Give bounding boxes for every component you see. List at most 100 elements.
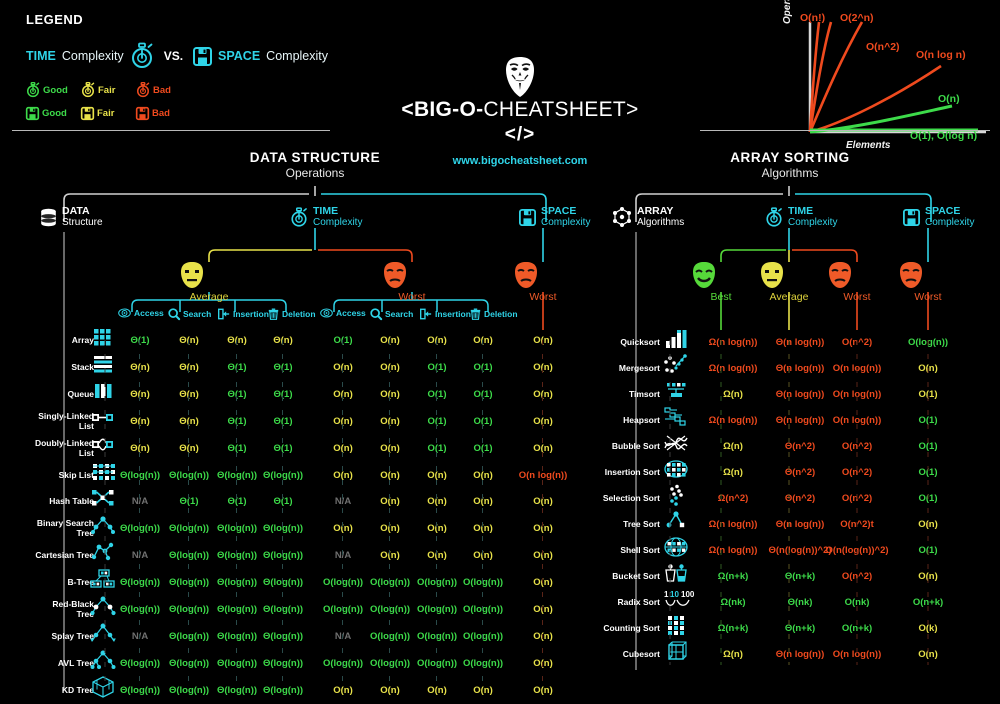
as-case-worst-label: Worst xyxy=(843,291,871,303)
complexity-cell: Θ(n^2) xyxy=(784,493,816,504)
row-label: Bucket Sort xyxy=(612,571,660,581)
complexity-cell: Θ(1) xyxy=(273,416,293,427)
complexity-cell: O(n) xyxy=(380,470,400,481)
complexity-cell: Θ(n) xyxy=(130,443,150,454)
complexity-cell: O(1) xyxy=(427,416,447,427)
row-label: AVL Tree xyxy=(57,658,94,668)
complexity-cell: Θ(1) xyxy=(227,389,247,400)
chart-annotation-exponential: O(2^n) xyxy=(840,12,874,24)
complexity-cell: O(n) xyxy=(918,571,938,582)
complexity-cell: N/A xyxy=(131,496,149,507)
insertion-icon xyxy=(218,308,230,320)
ds-case-worst-label: Worst xyxy=(398,291,426,303)
complexity-cell: O(n) xyxy=(533,416,553,427)
complexity-cell: O(n) xyxy=(380,389,400,400)
complexity-cell: Θ(log(n)) xyxy=(119,523,161,534)
complexity-cell: O(n log(n)) xyxy=(832,415,882,426)
complexity-cell: O(n) xyxy=(427,496,447,507)
op-header-label: Search xyxy=(385,309,414,319)
complexity-cell: Θ(log(n)) xyxy=(216,470,258,481)
row-label: Stack xyxy=(71,362,94,372)
legend-time-good: Good xyxy=(26,82,78,98)
row-label: Tree Sort xyxy=(623,519,660,529)
row-label: Red-Black Tree xyxy=(52,599,94,619)
complexity-cell: Θ(1) xyxy=(227,362,247,373)
ds-case-average: Average xyxy=(179,261,239,303)
code-tag-logo: </> xyxy=(504,124,536,145)
op-header-worst-deletion: Deletion xyxy=(470,308,518,320)
chart-annotation-linear: O(n) xyxy=(938,93,960,105)
sad-face-icon xyxy=(900,262,922,288)
legend-label-bad-time: Bad xyxy=(153,84,171,96)
complexity-cell: O(n) xyxy=(473,496,493,507)
complexity-cell: Θ(n) xyxy=(130,389,150,400)
complexity-cell: Θ(log(n)) xyxy=(168,685,210,696)
as-space-worst-label: Worst xyxy=(914,291,942,303)
complexity-cell: O(n) xyxy=(427,523,447,534)
legend-time-rest: Complexity xyxy=(61,49,124,63)
complexity-cell: Θ(1) xyxy=(227,416,247,427)
complexity-cell: Ω(n log(n)) xyxy=(708,337,758,348)
eye-icon xyxy=(118,308,131,318)
complexity-cell: Θ(1) xyxy=(179,496,199,507)
guy-fawkes-mask-icon xyxy=(390,56,650,98)
legend-space-word: SPACE xyxy=(218,49,261,63)
legend-time-bad: Bad xyxy=(136,82,188,98)
complexity-cell: Θ(1) xyxy=(273,389,293,400)
title-suffix: > xyxy=(626,98,639,121)
stopwatch-icon xyxy=(765,206,783,228)
complexity-cell: O(n) xyxy=(333,416,353,427)
complexity-cell: O(n) xyxy=(427,550,447,561)
as-label-space: SPACE xyxy=(925,205,961,217)
bar-chart-icon xyxy=(663,328,689,350)
complexity-cell: O(n+k) xyxy=(912,597,944,608)
database-icon xyxy=(40,208,57,227)
complexity-cell: O(n) xyxy=(533,389,553,400)
radix-sort-icon: 1 10 100 xyxy=(663,588,697,610)
complexity-cell: Θ(log(n)) xyxy=(262,550,304,561)
complexity-cell: O(n) xyxy=(533,443,553,454)
splay-tree-icon xyxy=(90,622,116,644)
as-case-average-label: Average xyxy=(769,291,809,303)
row-label: Doubly-Linked List xyxy=(34,438,94,458)
complexity-cell: Θ(n) xyxy=(179,362,199,373)
row-label: Heapsort xyxy=(623,415,660,425)
row-label: Binary Search Tree xyxy=(36,518,94,538)
row-label: Bubble Sort xyxy=(611,441,660,451)
ds-label-space: SPACE xyxy=(541,205,577,217)
title-dash: - xyxy=(476,98,484,121)
complexity-cell: Θ(log(n)) xyxy=(262,685,304,696)
legend-time-vs-space: TIME Complexity VS. xyxy=(26,42,356,69)
shell-sort-icon xyxy=(663,536,689,558)
ds-case-average-label: Average xyxy=(189,291,229,303)
title-bigo: BIG-O xyxy=(413,98,477,121)
complexity-cell: Ω(n) xyxy=(723,467,743,478)
bubble-sort-icon xyxy=(663,432,689,454)
complexity-cell: Ω(n log(n)) xyxy=(708,545,758,556)
op-header-average-access: Access xyxy=(118,308,164,318)
array-sorting-heading-title: ARRAY SORTING xyxy=(730,150,850,165)
complexity-cell: Ω(n+k) xyxy=(717,623,749,634)
as-case-average: Average xyxy=(759,261,819,303)
op-header-average-search: Search xyxy=(168,308,211,321)
as-node-space: SPACE Complexity xyxy=(903,206,974,228)
legend-panel: LEGEND TIME Complexity VS. xyxy=(25,12,356,121)
magnifier-icon xyxy=(370,308,383,321)
complexity-cell: Θ(n log(n)) xyxy=(775,389,825,400)
complexity-cell: O(n) xyxy=(533,685,553,696)
as-node-space-text: SPACE Complexity xyxy=(925,205,974,229)
complexity-cell: Θ(nk) xyxy=(787,597,813,608)
row-label: B-Tree xyxy=(67,577,94,587)
complexity-growth-chart: Operations Elements O(n!) O(2^n) O(n^2) … xyxy=(782,0,994,152)
insertion-icon xyxy=(420,308,432,320)
neutral-face-icon xyxy=(181,262,203,288)
complexity-cell: O(n log(n)) xyxy=(832,649,882,660)
sad-face-icon xyxy=(384,262,406,288)
op-header-label: Access xyxy=(134,308,164,318)
complexity-cell: Θ(log(n)) xyxy=(262,470,304,481)
skip-list-icon xyxy=(90,461,116,483)
legend-time-quality-row: Good Fair Bad xyxy=(26,82,356,98)
complexity-cell: O(1) xyxy=(473,443,493,454)
row-label: Insertion Sort xyxy=(604,467,660,477)
website-url-link[interactable]: www.bigocheatsheet.com xyxy=(452,155,588,167)
